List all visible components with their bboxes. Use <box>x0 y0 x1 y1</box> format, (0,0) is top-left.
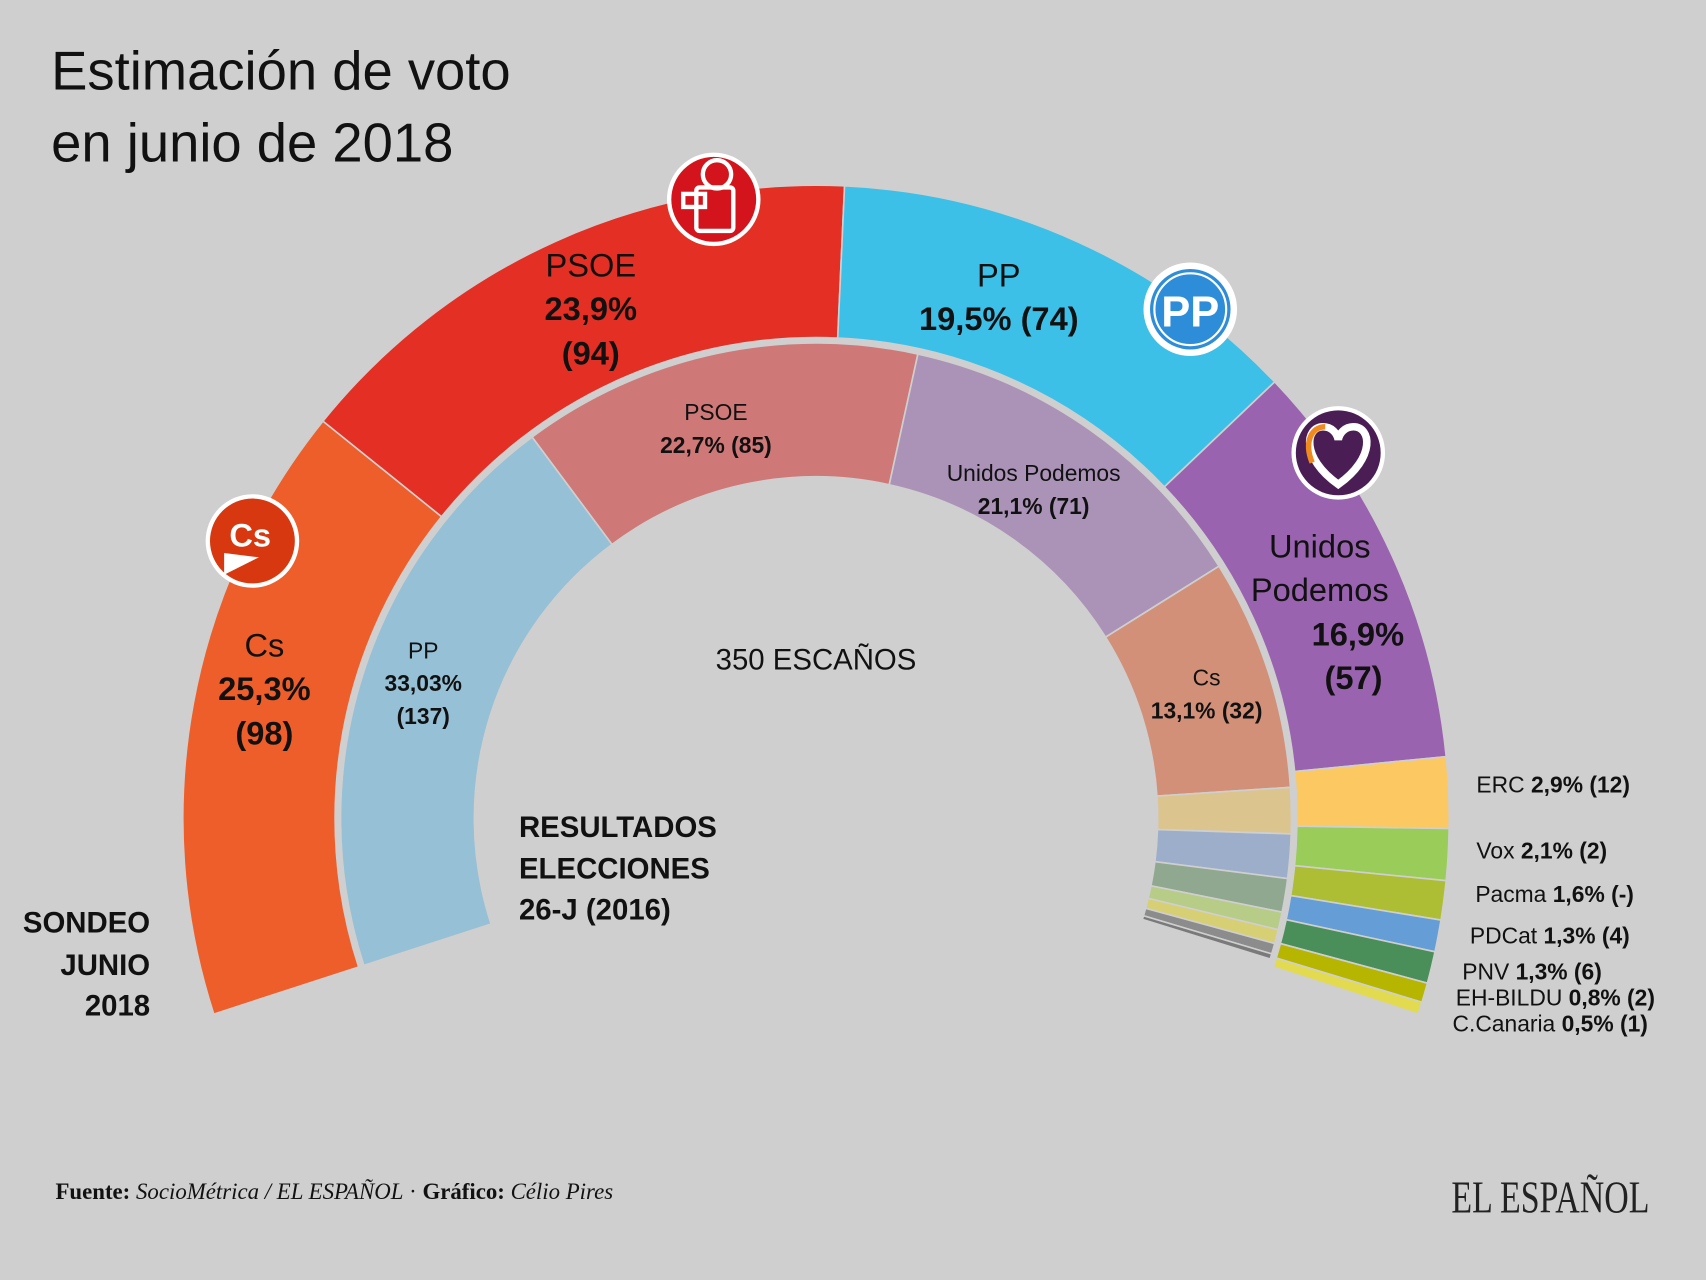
label-cs-name: Cs <box>244 626 284 663</box>
small-party-label-eh-bildu: EH-BILDU 0,8% (2) <box>1456 985 1655 1011</box>
label-up-name-2: Podemos <box>1251 571 1389 608</box>
cs-logo-icon: Cs <box>205 494 300 588</box>
label-up-name-1: Unidos <box>1269 527 1371 564</box>
heart-logo-icon <box>1291 406 1386 500</box>
inner-label-cs-name: Cs <box>1193 665 1221 691</box>
label-cs-seats: (98) <box>235 714 293 751</box>
results-label-2: ELECCIONES <box>519 852 710 885</box>
survey-label-1: SONDEO <box>23 907 150 940</box>
survey-label-2: JUNIO <box>60 949 150 982</box>
inner-label-pp-vote: 33,03% <box>385 670 462 696</box>
outer-slice-c-canaria <box>1272 957 1423 1016</box>
inner-slice-other-10 <box>1141 914 1273 961</box>
results-label-1: RESULTADOS <box>519 811 717 844</box>
label-up-seats: (57) <box>1324 659 1382 696</box>
inner-label-up-vote-seats: 21,1% (71) <box>978 493 1090 519</box>
small-party-label-c-canaria: C.Canaria 0,5% (1) <box>1452 1011 1647 1037</box>
small-party-label-pdcat: PDCat 1,3% (4) <box>1470 923 1630 949</box>
inner-label-up-name: Unidos Podemos <box>947 460 1121 486</box>
small-party-label-pnv: PNV 1,3% (6) <box>1462 958 1602 984</box>
title-line-2: en junio de 2018 <box>51 112 453 173</box>
inner-slice-pp <box>339 435 614 967</box>
label-psoe-name: PSOE <box>545 247 636 284</box>
outer-ring-survey <box>182 184 1451 1016</box>
el-espanol-logo: EL ESPAÑOL <box>1451 1171 1649 1222</box>
survey-label-3: 2018 <box>85 989 150 1022</box>
inner-label-pp-seats: (137) <box>397 703 450 729</box>
results-label-3: 26-J (2016) <box>519 894 671 927</box>
label-pp-vote-seats: 19,5% (74) <box>919 300 1079 337</box>
svg-text:Cs: Cs <box>229 516 271 553</box>
title-line-1: Estimación de voto <box>51 40 511 101</box>
label-psoe-seats: (94) <box>562 335 620 372</box>
inner-label-psoe-vote-seats: 22,7% (85) <box>660 432 772 458</box>
inner-label-psoe-name: PSOE <box>684 399 747 425</box>
inner-slice-other-4 <box>1156 786 1293 835</box>
label-psoe-vote: 23,9% <box>545 290 638 327</box>
label-cs-vote: 25,3% <box>218 670 311 707</box>
label-pp-name: PP <box>977 256 1021 293</box>
center-seats-label: 350 ESCAÑOS <box>716 642 917 676</box>
small-party-label-erc: ERC 2,9% (12) <box>1476 771 1630 797</box>
small-party-label-vox: Vox 2,1% (2) <box>1476 838 1607 864</box>
pp-logo-icon: PP <box>1143 262 1238 357</box>
footer-credits: Fuente: SocioMétrica / EL ESPAÑOL · Gráf… <box>55 1178 613 1204</box>
inner-ring-results <box>339 342 1293 967</box>
inner-label-cs-vote-seats: 13,1% (32) <box>1151 697 1263 723</box>
small-party-label-pacma: Pacma 1,6% (-) <box>1475 881 1634 907</box>
inner-label-pp-name: PP <box>408 637 438 663</box>
psoe-rose-logo-icon <box>666 152 761 247</box>
svg-text:PP: PP <box>1161 289 1219 337</box>
label-up-vote: 16,9% <box>1312 615 1405 652</box>
